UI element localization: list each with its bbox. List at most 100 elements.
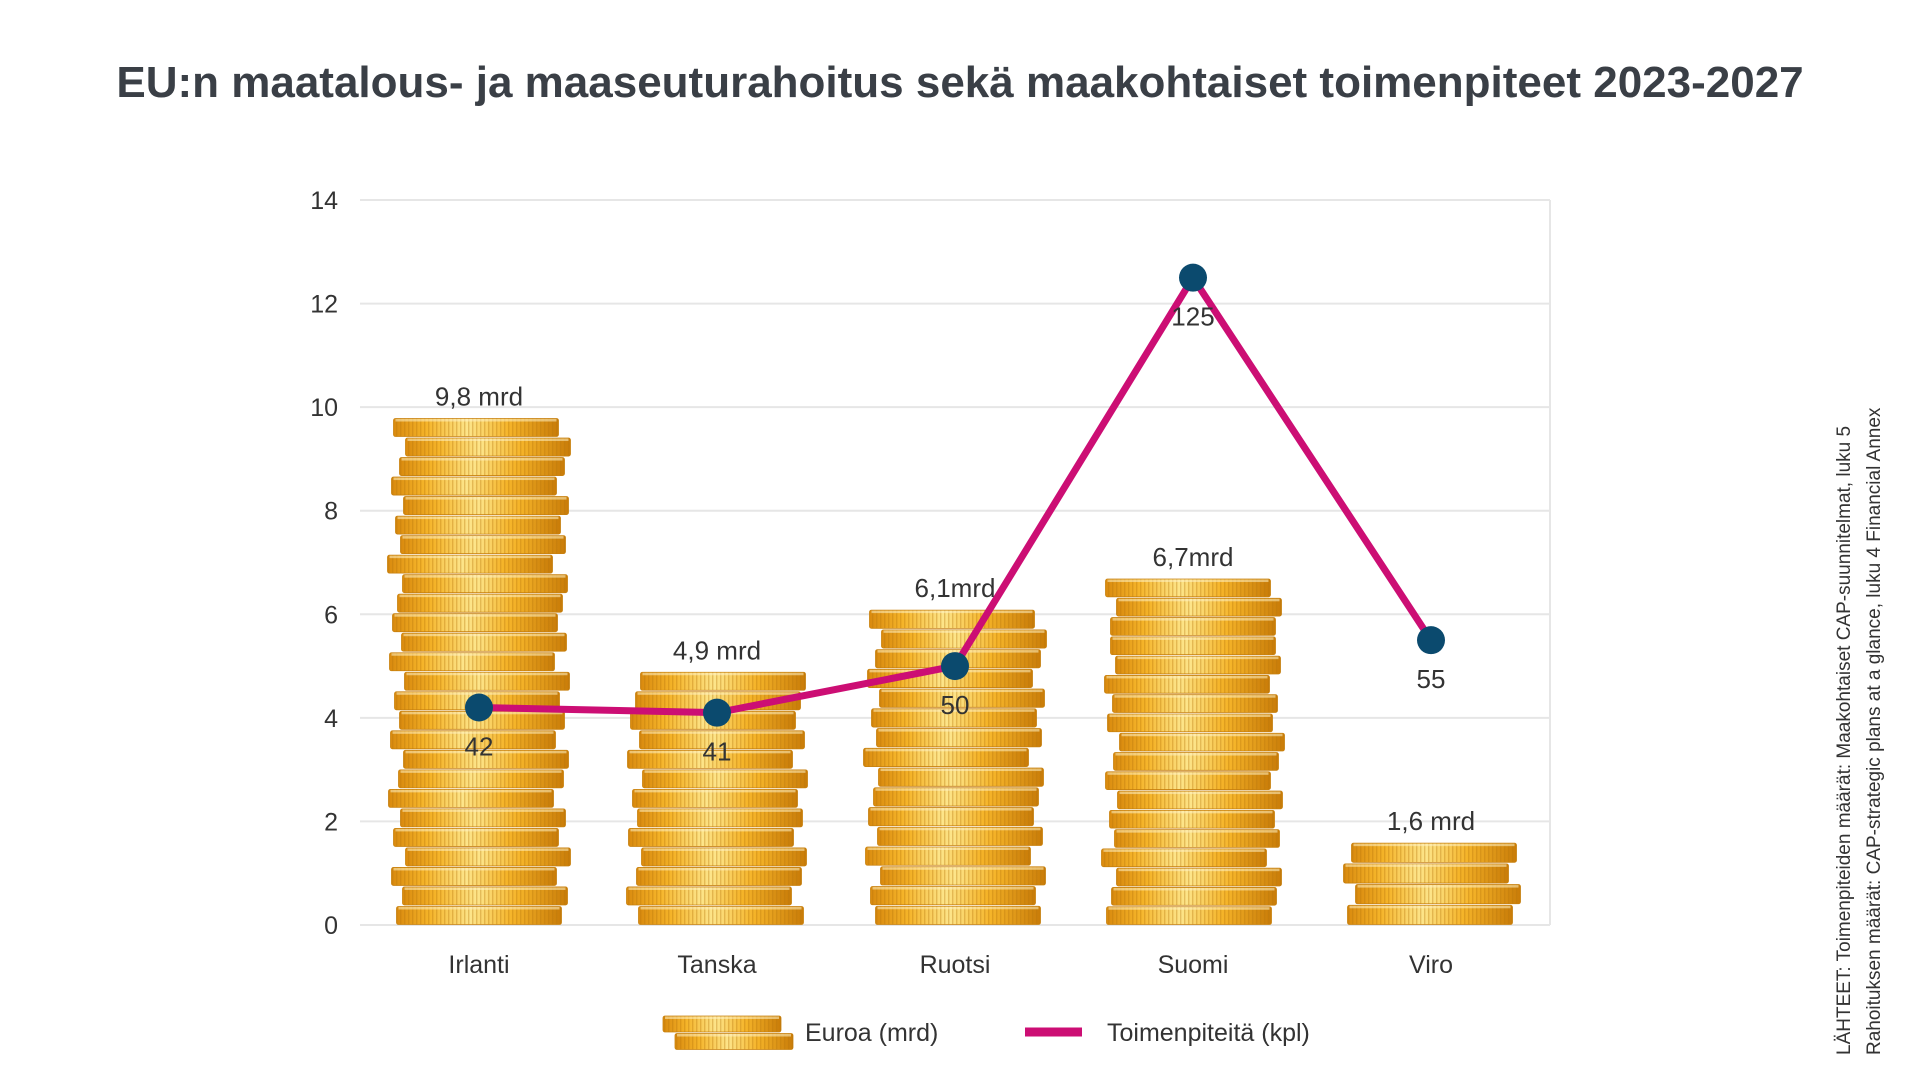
bar-3-coin-1 <box>1111 887 1277 906</box>
point-label-suomi: 125 <box>1171 302 1214 332</box>
coin-highlight <box>677 1034 791 1037</box>
coin-highlight <box>390 789 552 793</box>
bar-0-coin-9 <box>390 730 556 750</box>
coin-highlight <box>867 847 1029 851</box>
point-marker-irlanti <box>465 693 493 722</box>
legend-label-toimenpiteita: Toimenpiteitä (kpl) <box>1107 1019 1310 1047</box>
coin-highlight <box>1108 907 1270 910</box>
coin-highlight <box>638 867 800 871</box>
bar-1-coin-1 <box>626 886 792 906</box>
bar-value-label-tanska: 4,9 mrd <box>673 635 761 665</box>
coin-highlight <box>1103 849 1265 852</box>
bar-2-coin-2 <box>880 866 1046 886</box>
coin-highlight <box>401 458 563 461</box>
coin-ribs <box>390 730 556 749</box>
coin-highlight <box>1109 714 1271 717</box>
coin-ribs <box>396 906 562 925</box>
coin-ribs <box>642 769 808 788</box>
coin-ribs <box>640 672 806 691</box>
coin-highlight <box>1121 733 1283 737</box>
coin-ribs <box>399 457 565 476</box>
coin-ribs <box>391 477 557 496</box>
coin-highlight <box>395 828 557 832</box>
coin-ribs <box>869 610 1035 629</box>
coin-highlight <box>642 672 804 676</box>
bar-0-coin-7 <box>398 769 564 789</box>
coin-ribs <box>628 828 794 847</box>
source-note: LÄHTEET: Toimenpiteiden määrät: Maakohta… <box>1830 275 1890 1055</box>
bar-3-coin-9 <box>1119 732 1285 752</box>
bar-value-label-ruotsi: 6,1mrd <box>915 573 996 603</box>
bar-4-coin-3 <box>1351 842 1517 863</box>
coin-ribs <box>873 787 1039 807</box>
bar-0-coin-2 <box>391 867 557 886</box>
bar-0-coin-15 <box>392 613 558 633</box>
coin-highlight <box>875 788 1037 791</box>
bar-1-coin-3 <box>641 847 807 867</box>
coin-highlight <box>398 906 560 910</box>
line-layer <box>465 263 1445 727</box>
coin-highlight <box>402 536 564 539</box>
coin-ribs <box>1101 848 1267 867</box>
coin-ribs <box>402 886 568 905</box>
coin-highlight <box>1113 887 1275 891</box>
coin-highlight <box>870 808 1032 811</box>
coin-ribs <box>632 789 798 808</box>
coin-highlight <box>407 848 569 851</box>
coin-ribs <box>863 748 1029 767</box>
bar-0-coin-14 <box>401 632 567 652</box>
bar-1-coin-0 <box>638 906 804 925</box>
coin-ribs <box>1110 617 1276 636</box>
legend-coin-1 <box>662 1015 782 1033</box>
bar-3-coin-15 <box>1110 617 1276 636</box>
coin-highlight <box>871 610 1033 614</box>
bar-2-coin-10 <box>871 708 1037 728</box>
coin-highlight <box>877 906 1039 910</box>
coin-ribs <box>405 438 571 457</box>
bar-0-coin-4 <box>393 828 559 847</box>
coin-highlight <box>873 709 1035 712</box>
bar-3-coin-3 <box>1101 848 1267 868</box>
coin-ribs <box>1111 887 1277 906</box>
point-marker-viro <box>1417 626 1445 655</box>
coin-ribs <box>389 652 555 671</box>
bar-3-coin-17 <box>1105 578 1271 598</box>
bar-2-coin-9 <box>876 728 1042 748</box>
labels-layer: 9,8 mrd Irlanti 4,9 mrd Tanska 6,1mrd Ruotsi 6… <box>435 302 1475 979</box>
bar-viro <box>1343 842 1521 925</box>
coin-highlight <box>629 750 791 754</box>
bar-3-coin-14 <box>1110 636 1276 656</box>
coin-highlight <box>637 692 799 695</box>
coin-highlight <box>394 614 556 617</box>
bar-2-coin-5 <box>868 807 1034 827</box>
bar-irlanti <box>387 418 571 925</box>
bar-3-coin-11 <box>1112 694 1278 713</box>
coin-ribs <box>392 613 558 632</box>
coin-ribs <box>400 808 566 827</box>
coin-highlight <box>1353 843 1515 847</box>
coin-highlight <box>391 653 553 656</box>
coin-ribs <box>870 886 1036 905</box>
coin-highlight <box>1107 772 1269 775</box>
coin-highlight <box>1112 637 1274 640</box>
bar-3-coin-2 <box>1116 867 1282 887</box>
bar-0-coin-17 <box>402 574 568 594</box>
coin-highlight <box>1112 618 1274 621</box>
coin-ribs <box>1343 863 1509 884</box>
coin-highlight <box>404 575 566 578</box>
coin-highlight <box>1114 695 1276 698</box>
coin-ribs <box>401 633 567 652</box>
coin-ribs <box>397 594 563 613</box>
coin-highlight <box>395 419 557 422</box>
x-tick-label-ruotsi: Ruotsi <box>920 951 991 979</box>
bar-0-coin-5 <box>400 808 566 828</box>
coin-ribs <box>400 535 566 554</box>
coin-highlight <box>406 672 568 676</box>
point-label-tanska: 41 <box>703 737 732 767</box>
coin-ribs <box>868 807 1034 826</box>
bar-1-coin-5 <box>637 808 803 828</box>
bar-0-coin-1 <box>402 886 568 906</box>
coin-highlight <box>640 906 802 910</box>
legend-label-euro: Euroa (mrd) <box>805 1019 938 1047</box>
